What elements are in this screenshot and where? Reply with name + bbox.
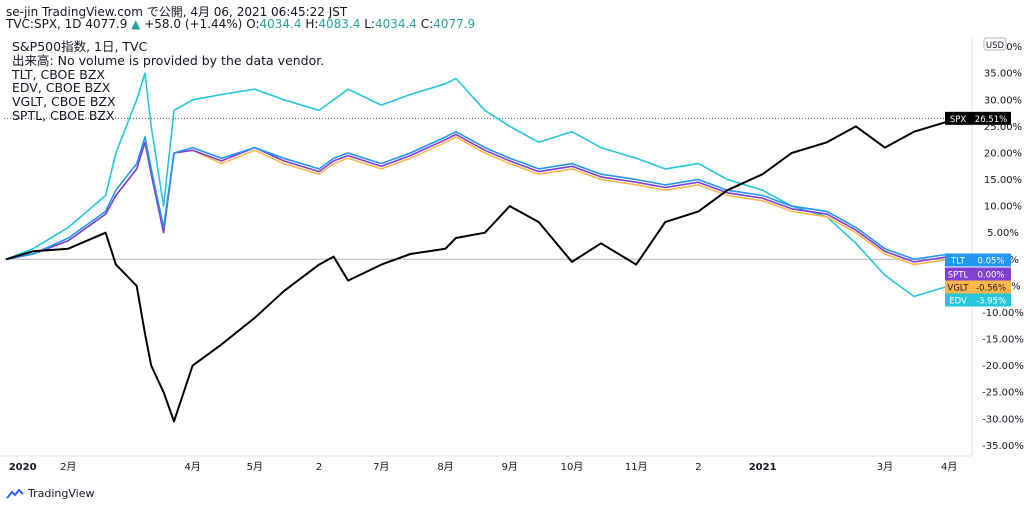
currency-badge[interactable] (983, 37, 1007, 51)
ohlc-open-label: O: (246, 17, 260, 31)
y-tick-label: 15.00% (984, 175, 1022, 186)
y-tick-label: -15.00% (982, 335, 1024, 346)
x-tick-label: 4月 (184, 461, 200, 473)
symbol-line: TVC:SPX, 1D 4077.9 ▲ +58.0 (+1.44%) O:40… (6, 17, 475, 31)
y-tick-label: 10.00% (984, 202, 1022, 213)
series-name-tag-edv (945, 293, 971, 307)
up-arrow-icon: ▲ (131, 17, 141, 31)
ohlc-low-label: L: (364, 17, 375, 31)
series-line-sptl[interactable] (5, 133, 958, 263)
y-tick-label: 30.00% (984, 95, 1022, 106)
x-tick-label: 5月 (247, 461, 263, 473)
series-line-tlt[interactable] (5, 130, 958, 261)
series-name-tag-sptl (945, 267, 971, 281)
ohlc-low-value: 4034.4 (374, 17, 417, 31)
x-tick-label: 11月 (625, 461, 648, 473)
value-label-vglt: VGLT -0.56% (945, 280, 1011, 294)
x-tick-label: 2 (316, 462, 322, 473)
series-name-edv: EDV (949, 297, 967, 307)
series-value-edv: -3.95% (976, 297, 1006, 307)
series-value-tag-sptl (971, 267, 1011, 281)
y-tick-label: 20.00% (984, 148, 1022, 159)
series-name-tlt: TLT (950, 257, 966, 267)
change-label: +58.0 (+1.44%) (144, 17, 243, 31)
y-tick-label: 35.00% (984, 69, 1022, 80)
value-label-sptl: SPTL 0.00% (945, 267, 1011, 281)
y-tick-label: -10.00% (982, 308, 1024, 319)
x-tick-label: 4月 (941, 461, 957, 473)
series-name-tag-tlt (945, 253, 971, 267)
currency-label: USD (986, 41, 1005, 51)
ohlc-high-value: 4083.4 (318, 17, 361, 31)
y-tick-label: -30.00% (982, 414, 1024, 425)
x-tick-label: 2月 (60, 461, 76, 473)
legend-line-volume: 出来高: No volume is provided by the data v… (12, 52, 325, 68)
series-line-edv[interactable] (5, 72, 958, 298)
series-value-tag-vglt (971, 280, 1011, 294)
x-tick-label: 7月 (373, 461, 389, 473)
legend-line-edv[interactable]: EDV, CBOE BZX (12, 80, 111, 96)
tradingview-logo-icon (6, 488, 24, 499)
series-name-tag-vglt (945, 280, 971, 294)
x-tick-label: 2020 (9, 462, 37, 473)
series-value-tag-spx (971, 111, 1011, 125)
tradingview-brand-label: TradingView (28, 487, 95, 500)
x-tick-label: 8月 (437, 461, 453, 473)
value-label-spx: SPX 26.51% (945, 111, 1011, 125)
series-line-spx[interactable] (5, 117, 958, 423)
value-label-edv: EDV -3.95% (945, 293, 1011, 307)
y-tick-label: -25.00% (982, 388, 1024, 399)
series-name-spx: SPX (950, 115, 967, 125)
series-value-tag-tlt (971, 253, 1011, 267)
series-name-vglt: VGLT (947, 284, 969, 294)
chart-legend: S&P500指数, 1日, TVC 出来高: No volume is prov… (12, 40, 324, 123)
publish-line: se-jin TradingView.com で公開, 4月 06, 2021 … (6, 5, 348, 19)
series-name-tag-spx (945, 111, 971, 125)
legend-line-sptl[interactable]: SPTL, CBOE BZX (12, 107, 115, 123)
series-name-sptl: SPTL (948, 271, 969, 281)
value-label-tlt: TLT 0.05% (945, 253, 1011, 267)
y-tick-label: 25.00% (984, 122, 1022, 133)
legend-line-tlt[interactable]: TLT, CBOE BZX (12, 66, 105, 82)
ohlc-open-value: 4034.4 (259, 17, 302, 31)
y-tick-label: 5.00% (987, 228, 1019, 239)
legend-line-vglt[interactable]: VGLT, CBOE BZX (12, 94, 116, 110)
legend-line-spx[interactable]: S&P500指数, 1日, TVC (12, 39, 148, 54)
y-tick-label: -20.00% (982, 361, 1024, 372)
x-tick-label: 2021 (749, 462, 777, 473)
ohlc-high-label: H: (305, 17, 319, 31)
series-value-tlt: 0.05% (977, 257, 1004, 267)
x-tick-label: 9月 (502, 461, 518, 473)
series-value-sptl: 0.00% (977, 271, 1004, 281)
series-value-tag-edv (971, 293, 1011, 307)
tradingview-brand[interactable]: TradingView (6, 487, 94, 500)
x-tick-label: 10月 (561, 461, 584, 473)
ohlc-close-label: C: (420, 17, 434, 31)
series-value-vglt: -0.56% (976, 284, 1006, 294)
x-tick-label: 3月 (877, 461, 893, 473)
symbol-label: TVC:SPX, 1D 4077.9 (6, 17, 128, 31)
ohlc-close-value: 4077.9 (433, 17, 476, 31)
series-value-spx: 26.51% (975, 115, 1007, 125)
x-tick-label: 2 (695, 462, 701, 473)
y-tick-label: -35.00% (982, 441, 1024, 452)
